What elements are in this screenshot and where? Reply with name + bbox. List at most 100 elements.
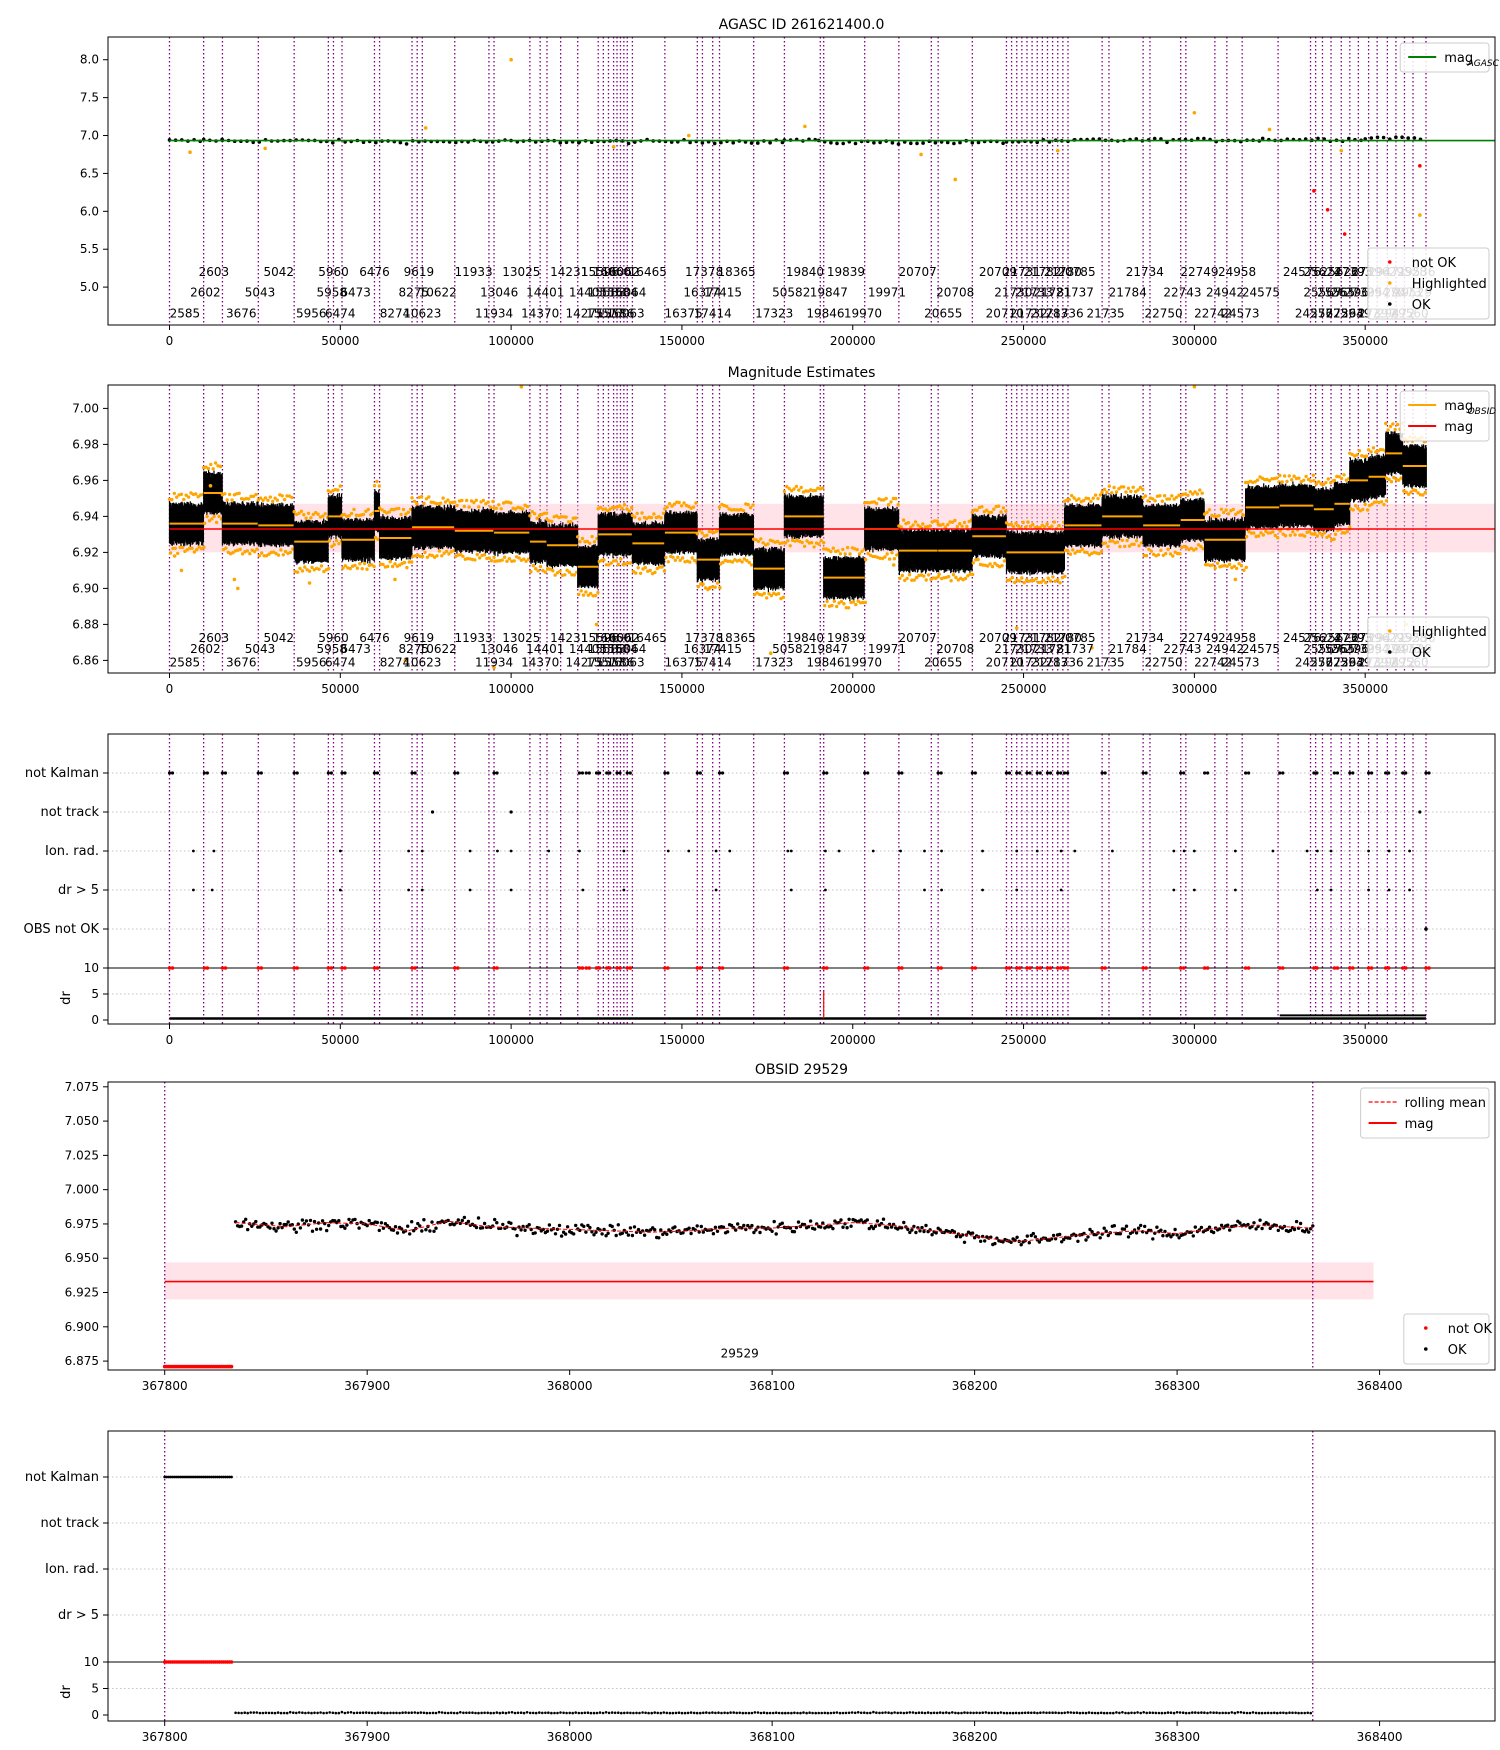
ok-point [586, 1223, 590, 1228]
ok-point [547, 1223, 552, 1227]
highlighted-point [342, 512, 347, 517]
highlighted-point [783, 541, 788, 545]
highlighted-point [218, 464, 223, 469]
highlighted-point [381, 562, 385, 567]
highlighted-point [760, 593, 764, 597]
obsid-label: 14401 [526, 285, 564, 299]
chart-title: Magnitude Estimates [728, 365, 876, 381]
dr-not-ok-point [821, 966, 826, 970]
highlighted-point [775, 539, 780, 544]
ok-point [835, 141, 839, 146]
highlighted-point [310, 565, 314, 570]
x-tick-label: 368100 [749, 1379, 795, 1393]
highlighted-point [347, 514, 351, 518]
ok-point [909, 141, 913, 146]
highlighted-point [890, 551, 894, 555]
highlighted-point [472, 500, 476, 505]
ok-point [519, 1228, 523, 1232]
ok-point [630, 1233, 635, 1238]
highlighted-point [1160, 499, 1165, 503]
highlighted-point [1039, 580, 1043, 584]
obsid-label: 5958 [316, 642, 347, 656]
highlighted-point [1393, 427, 1397, 432]
not-kalman-point [223, 771, 228, 775]
ion-rad-point [1305, 849, 1309, 853]
highlighted-point [563, 573, 567, 577]
highlighted-point [422, 501, 426, 506]
obsid-label: 13046 [480, 285, 518, 299]
ok-point [482, 1221, 487, 1226]
highlighted-point [799, 485, 803, 490]
ok-point [276, 1226, 280, 1230]
ion-rad-point [1387, 849, 1391, 853]
ok-point [1381, 135, 1386, 140]
not-kalman-point [1348, 771, 1352, 775]
highlighted-point [955, 524, 959, 529]
ok-point [796, 1220, 801, 1224]
highlighted-point [947, 574, 951, 579]
dr5-point [581, 888, 585, 892]
highlighted-point [909, 525, 913, 529]
highlighted-point [1125, 538, 1129, 543]
ok-point [945, 140, 950, 145]
highlighted-point [611, 145, 616, 149]
ok-point [659, 1228, 663, 1232]
highlighted-point [785, 484, 789, 489]
highlighted-point [311, 512, 315, 517]
ok-point [1375, 135, 1380, 140]
highlighted-point [836, 549, 840, 553]
highlighted-point [1071, 548, 1075, 552]
highlighted-point [747, 560, 751, 565]
highlighted-point [813, 488, 818, 493]
dr-not-ok-point [1062, 966, 1067, 970]
obsid-label: 17415 [704, 285, 742, 299]
highlighted-point [251, 494, 256, 499]
not-kalman-point [973, 771, 977, 775]
ok-point [564, 140, 569, 145]
y-tick-label: 6.0 [80, 204, 99, 218]
ok-point [962, 1240, 967, 1245]
highlighted-point [1131, 485, 1135, 489]
ok-point [274, 1229, 278, 1233]
obsid-label: 27394 [1326, 656, 1364, 670]
dr5-point [407, 888, 411, 892]
highlighted-point [1184, 545, 1189, 550]
ok-point [600, 1232, 604, 1236]
not-kalman-point [453, 771, 457, 775]
highlighted-point [811, 488, 815, 493]
highlighted-point [1387, 477, 1391, 482]
highlighted-point [255, 547, 259, 551]
dr-tick-label: 0 [91, 1013, 99, 1027]
obsid-panel: 367800 367900 368000 368100 368200 368300 3684… [65, 1062, 1496, 1393]
ok-point [768, 140, 772, 145]
obsid-label: 14401 [526, 642, 564, 656]
highlighted-point [892, 557, 897, 561]
dr5-point [1015, 888, 1019, 892]
highlighted-point [307, 569, 312, 573]
highlighted-point [522, 557, 526, 561]
ok-point [1202, 136, 1206, 141]
highlighted-point [949, 579, 953, 583]
highlighted-point [544, 511, 549, 515]
highlighted-point [1196, 543, 1201, 547]
obsid-label: 26396 [1331, 285, 1369, 299]
highlighted-point [1068, 552, 1073, 556]
highlighted-point [1162, 494, 1167, 498]
highlighted-point [584, 590, 588, 594]
y-tick-label: 6.925 [65, 1286, 99, 1300]
highlighted-point [176, 551, 180, 556]
chart-title: AGASC ID 261621400.0 [719, 17, 885, 33]
highlighted-point [1016, 524, 1021, 528]
highlighted-point [1382, 502, 1386, 507]
y-tick-label: 7.075 [65, 1080, 99, 1094]
ok-point [993, 1241, 997, 1246]
highlighted-point [259, 496, 263, 500]
ok-point [742, 1223, 746, 1228]
not-kalman-point [256, 771, 260, 775]
ok-point [337, 1219, 341, 1223]
highlighted-point [786, 539, 790, 543]
obsid-label: 20708 [936, 642, 974, 656]
highlighted-point [919, 152, 923, 157]
highlighted-point [487, 556, 491, 560]
highlighted-point [393, 562, 397, 566]
